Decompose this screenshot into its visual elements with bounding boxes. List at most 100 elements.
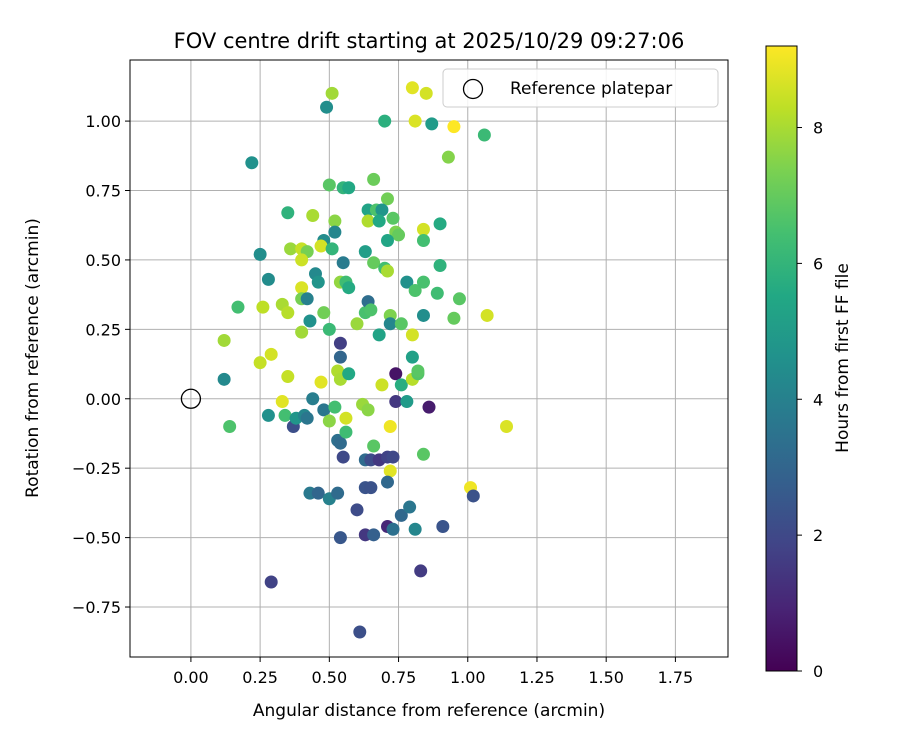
x-tick-label: 1.50 <box>588 668 624 687</box>
data-point <box>416 233 430 247</box>
data-point <box>447 311 461 325</box>
legend-box <box>442 68 719 108</box>
data-point <box>394 508 408 522</box>
data-point <box>350 317 364 331</box>
data-point <box>380 233 394 247</box>
x-tick-label: 1.75 <box>658 668 694 687</box>
data-point <box>278 408 292 422</box>
data-point <box>408 114 422 128</box>
data-point <box>264 347 278 361</box>
colorbar-ticks: 0 2 4 6 8 <box>797 119 823 681</box>
colorbar-tick-label: 8 <box>813 119 823 138</box>
data-point <box>422 400 436 414</box>
data-point <box>261 408 275 422</box>
data-point <box>367 528 381 542</box>
data-point <box>416 308 430 322</box>
data-point <box>408 522 422 536</box>
data-point <box>466 489 480 503</box>
data-point <box>433 258 447 272</box>
data-point <box>400 395 414 409</box>
data-point <box>400 275 414 289</box>
data-point <box>386 450 400 464</box>
y-tick-label: −0.75 <box>72 598 121 617</box>
data-point <box>253 356 267 370</box>
data-point <box>375 203 389 217</box>
data-point <box>311 486 325 500</box>
data-point <box>314 375 328 389</box>
reference-marker <box>180 388 202 409</box>
y-tick-label: 0.25 <box>85 320 121 339</box>
colorbar-tick-label: 4 <box>813 390 823 409</box>
y-axis-label: Rotation from reference (arcmin) <box>23 218 43 498</box>
data-point <box>425 117 439 131</box>
data-point <box>339 425 353 439</box>
data-point <box>408 283 422 297</box>
y-axis-ticks: −0.75 −0.50 −0.25 0.00 0.25 0.50 0.75 1.00 <box>72 112 130 617</box>
data-point <box>380 264 394 278</box>
data-point <box>364 303 378 317</box>
data-point <box>281 370 295 384</box>
colorbar-tick-label: 0 <box>813 662 823 681</box>
data-point <box>264 575 278 589</box>
data-point <box>256 300 270 314</box>
data-points <box>217 81 514 639</box>
y-tick-label: 0.50 <box>85 251 121 270</box>
chart-title: FOV centre drift starting at 2025/10/29 … <box>174 29 685 53</box>
data-point <box>416 222 430 236</box>
x-tick-label: 0.00 <box>173 668 209 687</box>
data-point <box>436 519 450 533</box>
x-tick-label: 0.25 <box>242 668 278 687</box>
data-point <box>217 372 231 386</box>
data-point <box>405 81 419 95</box>
data-point <box>306 208 320 222</box>
data-point <box>416 275 430 289</box>
data-point <box>231 300 245 314</box>
data-point <box>300 292 314 306</box>
colorbar-tick-label: 6 <box>813 254 823 273</box>
data-point <box>336 450 350 464</box>
data-point <box>339 411 353 425</box>
data-point <box>253 247 267 261</box>
data-point <box>389 395 403 409</box>
data-point <box>336 256 350 270</box>
data-point <box>447 120 461 134</box>
data-point <box>375 378 389 392</box>
colorbar-label: Hours from first FF file <box>833 263 853 453</box>
data-point <box>353 625 367 639</box>
data-point <box>325 242 339 256</box>
data-point <box>306 392 320 406</box>
data-point <box>361 214 375 228</box>
data-point <box>386 211 400 225</box>
data-point <box>284 242 298 256</box>
colorbar: 0 2 4 6 8 Hours from first FF file <box>765 45 853 681</box>
data-point <box>430 286 444 300</box>
data-point <box>322 414 336 428</box>
y-tick-label: 1.00 <box>85 112 121 131</box>
grid-lines <box>130 60 728 657</box>
data-point <box>333 350 347 364</box>
data-point <box>275 395 289 409</box>
data-point <box>295 325 309 339</box>
data-point <box>383 317 397 331</box>
data-point <box>405 328 419 342</box>
data-point <box>372 328 386 342</box>
data-point <box>320 100 334 114</box>
legend-reference-marker <box>462 78 484 100</box>
data-point <box>433 217 447 231</box>
data-point <box>383 464 397 478</box>
data-point <box>333 336 347 350</box>
data-point <box>364 481 378 495</box>
data-point <box>386 522 400 536</box>
data-point <box>317 403 331 417</box>
data-point <box>342 367 356 381</box>
x-tick-label: 1.00 <box>450 668 486 687</box>
y-tick-label: −0.50 <box>72 529 121 548</box>
data-point <box>414 564 428 578</box>
legend-label: Reference platepar <box>510 79 672 99</box>
x-axis-ticks: 0.00 0.25 0.50 0.75 1.00 1.25 1.50 1.75 <box>173 657 693 687</box>
data-point <box>342 181 356 195</box>
data-point <box>223 420 237 434</box>
data-point <box>300 411 314 425</box>
y-tick-label: 0.00 <box>85 390 121 409</box>
